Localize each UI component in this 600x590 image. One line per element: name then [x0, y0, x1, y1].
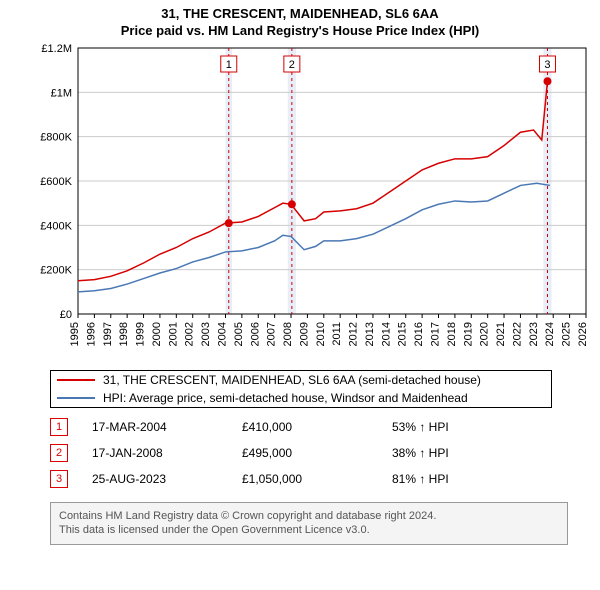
svg-text:2005: 2005 [233, 322, 245, 346]
svg-text:2021: 2021 [495, 322, 507, 346]
svg-text:2007: 2007 [266, 322, 278, 346]
svg-text:2003: 2003 [200, 322, 212, 346]
svg-text:1997: 1997 [102, 322, 114, 346]
svg-text:2026: 2026 [577, 322, 589, 346]
transaction-price: £1,050,000 [242, 472, 392, 486]
transaction-hpi: 81% ↑ HPI [392, 472, 512, 486]
chart-plot: £0 £200K £400K £600K £800K £1M £1.2M 1995 1996 19… [30, 44, 590, 364]
svg-text:2017: 2017 [430, 322, 442, 346]
legend-swatch [57, 397, 95, 399]
svg-text:£1M: £1M [51, 87, 72, 99]
transaction-marker: 2 [50, 444, 68, 462]
chart-title: 31, THE CRESCENT, MAIDENHEAD, SL6 6AA [10, 6, 590, 21]
svg-text:2023: 2023 [528, 322, 540, 346]
svg-text:2011: 2011 [331, 322, 343, 346]
svg-text:£600K: £600K [40, 176, 72, 188]
footer-line: This data is licensed under the Open Gov… [59, 523, 559, 537]
svg-text:2022: 2022 [511, 322, 523, 346]
transaction-date: 25-AUG-2023 [92, 472, 242, 486]
transaction-date: 17-MAR-2004 [92, 420, 242, 434]
svg-text:2025: 2025 [561, 322, 573, 346]
svg-text:2013: 2013 [364, 322, 376, 346]
svg-text:£200K: £200K [40, 265, 72, 277]
svg-text:£1.2M: £1.2M [41, 44, 72, 55]
chart-svg: £0 £200K £400K £600K £800K £1M £1.2M 1995 1996 19… [30, 44, 590, 364]
svg-text:1998: 1998 [118, 322, 130, 346]
svg-text:2015: 2015 [397, 322, 409, 346]
svg-text:1999: 1999 [135, 322, 147, 346]
transaction-marker: 1 [50, 418, 68, 436]
svg-text:1995: 1995 [69, 322, 81, 346]
transaction-marker: 3 [50, 470, 68, 488]
svg-text:3: 3 [544, 59, 550, 71]
svg-text:2000: 2000 [151, 322, 163, 346]
svg-text:1996: 1996 [85, 322, 97, 346]
svg-text:2: 2 [289, 59, 295, 71]
svg-text:2008: 2008 [282, 322, 294, 346]
svg-text:2016: 2016 [413, 322, 425, 346]
legend-item: 31, THE CRESCENT, MAIDENHEAD, SL6 6AA (s… [51, 371, 551, 389]
svg-text:2014: 2014 [380, 322, 392, 346]
transaction-price: £495,000 [242, 446, 392, 460]
svg-text:2001: 2001 [167, 322, 179, 346]
transaction-price: £410,000 [242, 420, 392, 434]
svg-text:2002: 2002 [184, 322, 196, 346]
svg-text:2019: 2019 [462, 322, 474, 346]
table-row: 1 17-MAR-2004 £410,000 53% ↑ HPI [50, 414, 550, 440]
table-row: 3 25-AUG-2023 £1,050,000 81% ↑ HPI [50, 466, 550, 492]
legend: 31, THE CRESCENT, MAIDENHEAD, SL6 6AA (s… [50, 370, 552, 408]
svg-text:£0: £0 [60, 309, 72, 321]
chart-subtitle: Price paid vs. HM Land Registry's House … [10, 23, 590, 38]
legend-label: HPI: Average price, semi-detached house,… [103, 391, 468, 405]
svg-text:£800K: £800K [40, 132, 72, 144]
transaction-hpi: 53% ↑ HPI [392, 420, 512, 434]
table-row: 2 17-JAN-2008 £495,000 38% ↑ HPI [50, 440, 550, 466]
svg-text:2018: 2018 [446, 322, 458, 346]
transactions-table: 1 17-MAR-2004 £410,000 53% ↑ HPI 2 17-JA… [50, 414, 550, 492]
svg-text:2024: 2024 [544, 322, 556, 346]
legend-item: HPI: Average price, semi-detached house,… [51, 389, 551, 407]
svg-text:2004: 2004 [216, 322, 228, 346]
transaction-date: 17-JAN-2008 [92, 446, 242, 460]
svg-text:£400K: £400K [40, 220, 72, 232]
svg-text:2006: 2006 [249, 322, 261, 346]
svg-text:2012: 2012 [348, 322, 360, 346]
transaction-hpi: 38% ↑ HPI [392, 446, 512, 460]
footer-attribution: Contains HM Land Registry data © Crown c… [50, 502, 568, 545]
svg-text:2009: 2009 [298, 322, 310, 346]
legend-label: 31, THE CRESCENT, MAIDENHEAD, SL6 6AA (s… [103, 373, 481, 387]
svg-text:2020: 2020 [479, 322, 491, 346]
svg-text:1: 1 [226, 59, 232, 71]
legend-swatch [57, 379, 95, 381]
footer-line: Contains HM Land Registry data © Crown c… [59, 509, 559, 523]
svg-text:2010: 2010 [315, 322, 327, 346]
